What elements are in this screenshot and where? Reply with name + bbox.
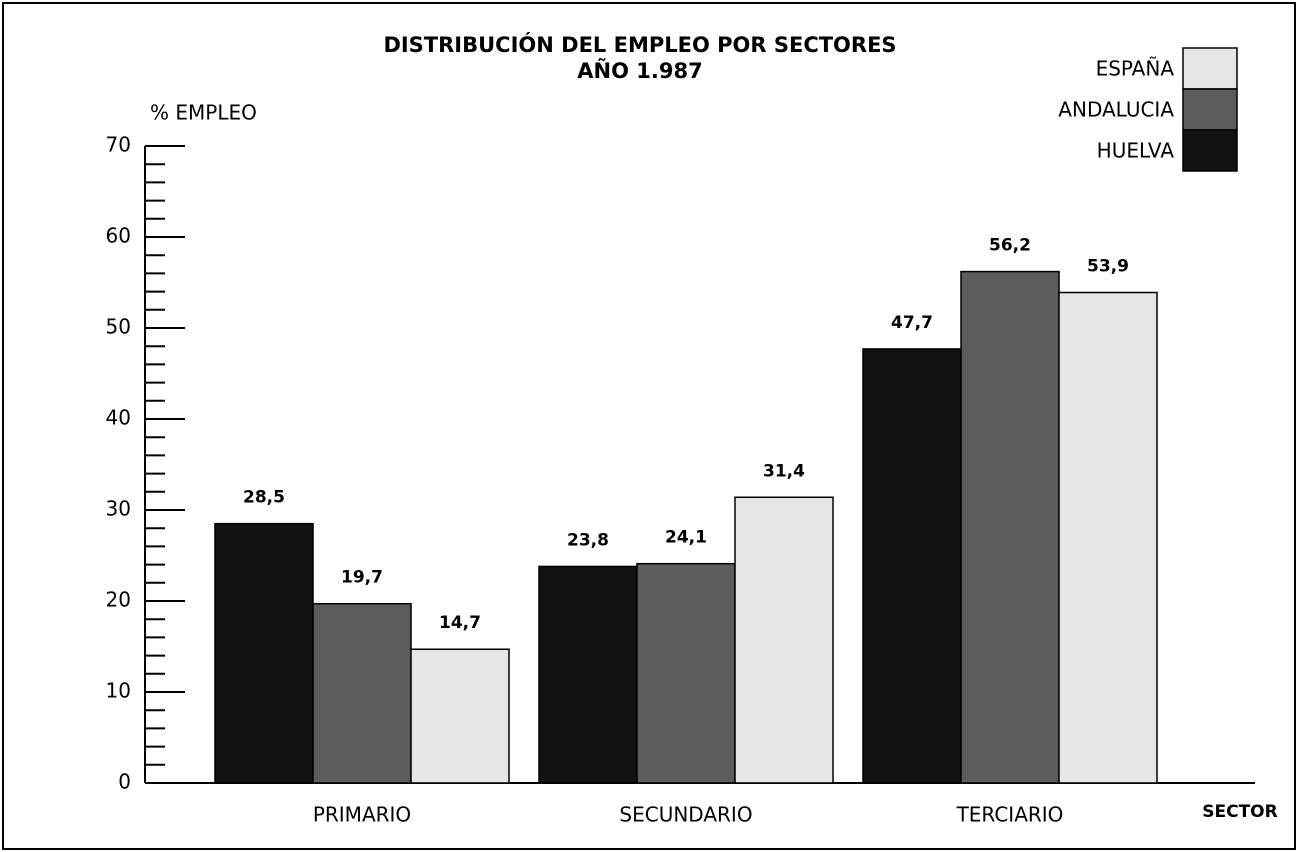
y-tick-label: 0	[118, 770, 131, 794]
bar	[636, 562, 736, 784]
y-tick-label: 50	[106, 315, 131, 339]
chart-subtitle: AÑO 1.987	[577, 58, 702, 83]
y-tick-label: 70	[106, 133, 131, 157]
y-tick-label: 20	[106, 588, 131, 612]
value-label: 23,8	[567, 530, 609, 550]
bar	[862, 348, 962, 784]
bar	[312, 602, 412, 784]
legend-label: ANDALUCIA	[1058, 98, 1174, 122]
legend-swatch	[1182, 47, 1238, 90]
x-axis-label: SECTOR	[1202, 802, 1277, 822]
bar	[538, 565, 638, 784]
value-label: 19,7	[341, 568, 383, 588]
value-label: 14,7	[439, 613, 481, 633]
legend-label: HUELVA	[1097, 139, 1175, 163]
bar	[1058, 291, 1158, 784]
y-tick-label: 40	[106, 406, 131, 430]
value-label: 47,7	[891, 313, 933, 333]
value-label: 31,4	[763, 461, 805, 481]
legend-label: ESPAÑA	[1096, 57, 1175, 81]
y-tick-label: 30	[106, 497, 131, 521]
x-tick-label: PRIMARIO	[313, 803, 411, 827]
y-tick-label: 60	[106, 224, 131, 248]
value-label: 53,9	[1087, 257, 1129, 277]
value-label: 56,2	[989, 236, 1031, 256]
y-axis-label: % EMPLEO	[150, 101, 257, 125]
bar	[960, 270, 1060, 784]
chart-title: DISTRIBUCIÓN DEL EMPLEO POR SECTORES	[383, 32, 896, 57]
legend-swatch	[1182, 129, 1238, 172]
bar	[214, 522, 314, 784]
x-tick-label: TERCIARIO	[956, 803, 1064, 827]
value-label: 24,1	[665, 528, 707, 548]
legend-swatch	[1182, 88, 1238, 131]
y-tick-label: 10	[106, 679, 131, 703]
value-label: 28,5	[243, 488, 285, 508]
x-tick-label: SECUNDARIO	[619, 803, 752, 827]
bar	[734, 496, 834, 784]
bar	[410, 648, 510, 784]
